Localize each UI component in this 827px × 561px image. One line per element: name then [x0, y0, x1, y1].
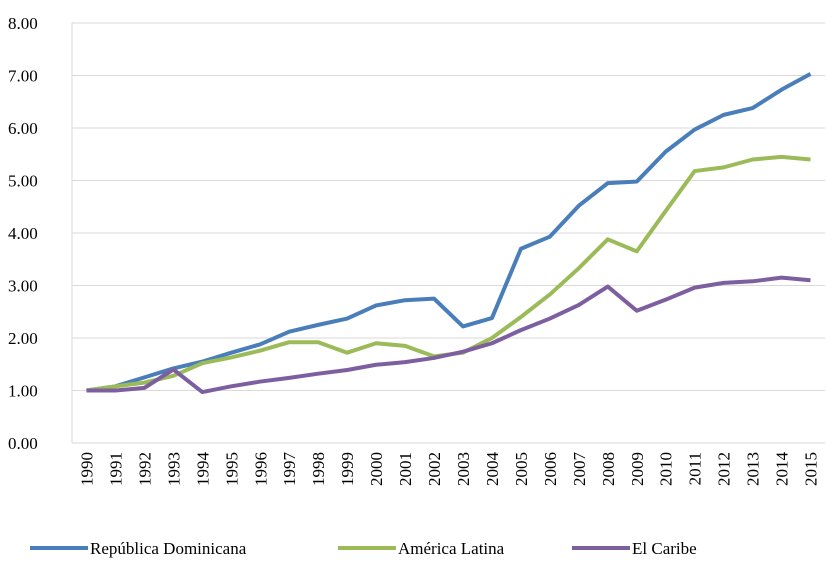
x-tick-label: 1992 — [135, 452, 154, 486]
y-tick-label: 8.00 — [8, 14, 38, 33]
x-tick-label: 2012 — [715, 452, 734, 486]
x-tick-label: 1998 — [309, 452, 328, 486]
x-tick-label: 2014 — [773, 452, 792, 487]
y-tick-label: 3.00 — [8, 277, 38, 296]
y-tick-label: 7.00 — [8, 67, 38, 86]
legend-label: República Dominicana — [90, 539, 247, 558]
legend-label: América Latina — [398, 539, 505, 558]
y-tick-label: 1.00 — [8, 382, 38, 401]
y-tick-label: 6.00 — [8, 119, 38, 138]
x-tick-label: 2008 — [599, 452, 618, 486]
x-tick-label: 1994 — [193, 452, 212, 487]
x-tick-label: 2002 — [425, 452, 444, 486]
series-line — [86, 72, 812, 393]
y-tick-label: 2.00 — [8, 329, 38, 348]
legend-label: El Caribe — [632, 539, 697, 558]
y-tick-label: 5.00 — [8, 172, 38, 191]
x-tick-label: 2010 — [657, 452, 676, 486]
x-tick-label: 2004 — [483, 452, 502, 487]
x-tick-label: 1993 — [164, 452, 183, 486]
x-tick-label: 2009 — [628, 452, 647, 486]
x-tick-label: 1999 — [338, 452, 357, 486]
y-tick-label: 4.00 — [8, 224, 38, 243]
x-tick-label: 1997 — [280, 452, 299, 487]
series-line — [86, 275, 811, 395]
x-tick-label: 2003 — [454, 452, 473, 486]
x-tick-label: 2006 — [541, 452, 560, 486]
x-tick-label: 2007 — [570, 452, 589, 487]
x-tick-label: 2015 — [802, 452, 821, 486]
x-tick-label: 2000 — [367, 452, 386, 486]
x-tick-label: 1996 — [251, 452, 270, 486]
x-tick-label: 1990 — [77, 452, 96, 486]
x-tick-label: 2013 — [744, 452, 763, 486]
x-tick-label: 2001 — [396, 452, 415, 486]
x-tick-label: 1995 — [222, 452, 241, 486]
y-tick-label: 0.00 — [8, 434, 38, 453]
x-tick-label: 1991 — [106, 452, 125, 486]
x-tick-label: 2011 — [686, 452, 705, 485]
x-tick-label: 2005 — [512, 452, 531, 486]
